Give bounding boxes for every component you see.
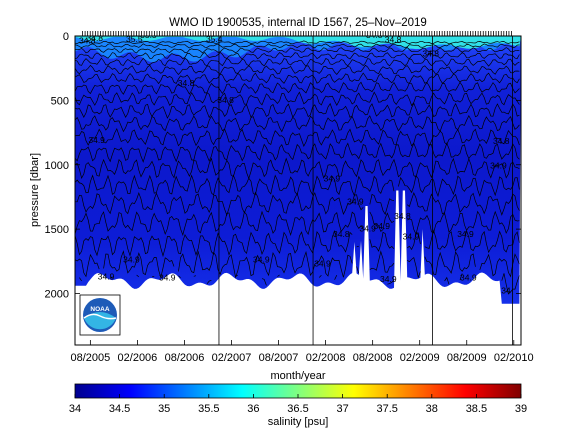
- contour-labels: 34.834.8 35.535.5 35.4 34.8 34.834.834.834.8…: [79, 30, 511, 296]
- contour-line: [75, 40, 520, 45]
- chart-title: WMO ID 1900535, internal ID 1567, 25–Nov…: [169, 17, 427, 29]
- y-tick-label: 2000: [45, 289, 69, 301]
- contour-line: [75, 115, 520, 133]
- contour-line: [75, 157, 520, 180]
- contour-label: 34.8: [86, 33, 103, 43]
- contour-label: 34.8: [79, 36, 96, 46]
- contour-line: [75, 57, 520, 67]
- contour-line: [75, 102, 520, 119]
- contour-line: [75, 91, 520, 107]
- contour-label: 34.9: [359, 224, 376, 234]
- noaa-logo: NOAA: [79, 294, 121, 336]
- logo-wave: [84, 312, 116, 330]
- contour-label: 34.8: [493, 136, 510, 146]
- plot-area: 34.834.8 35.535.5 35.4 34.8 34.834.834.834.8…: [45, 30, 534, 364]
- x-axis-label: month/year: [270, 370, 325, 382]
- colorbar-label: salinity [psu]: [268, 416, 329, 428]
- logo-bird: [83, 313, 117, 320]
- contour-label: 34.9: [457, 229, 474, 239]
- x-tick-label: 02/2009: [400, 352, 440, 364]
- contour-label: 34.8: [366, 30, 383, 40]
- x-tick-label: 08/2009: [447, 352, 487, 364]
- contour-label: 34.9: [123, 255, 140, 265]
- x-tick-label: 02/2008: [306, 352, 346, 364]
- colorbar-tick-label: 36: [247, 403, 259, 415]
- contour-label: 34.8: [178, 78, 195, 88]
- x-tick-label: 08/2008: [353, 352, 393, 364]
- contour-label: 34.8: [385, 34, 402, 44]
- contour-label: 35.5: [126, 34, 143, 44]
- colorbar-tick-label: 37.5: [376, 403, 397, 415]
- x-tick-label: 08/2007: [259, 352, 299, 364]
- x-tick-label: 08/2005: [70, 352, 110, 364]
- logo-text: NOAA: [90, 306, 109, 313]
- contour-line: [75, 128, 520, 147]
- x-tick-label: 02/2006: [118, 352, 158, 364]
- y-tick-label: 500: [51, 95, 69, 107]
- contour-line: [75, 142, 520, 163]
- contour-label: 34.9: [403, 231, 420, 241]
- contour-label: 34.8: [217, 95, 234, 105]
- contour-label: 34: [501, 286, 511, 296]
- contour-line: [75, 250, 520, 279]
- contour-line: [75, 174, 520, 198]
- contour-label: 34.8: [333, 229, 350, 239]
- contour-line: [79, 273, 520, 295]
- colorbar-tick-label: 37: [336, 403, 348, 415]
- colorbar: 34 34.5 35 35.5 36 36.5 37 37.5 38 38.5 39: [69, 383, 527, 415]
- contour-label: 34.8: [394, 211, 411, 221]
- contour-label: 34.9: [347, 197, 364, 207]
- contour-line: [75, 43, 520, 49]
- x-tick-label: 08/2006: [165, 352, 205, 364]
- colorbar-ticks: 34 34.5 35 35.5 36 36.5 37 37.5 38 38.5 39: [69, 394, 527, 415]
- contour-line: [75, 52, 520, 60]
- colorbar-tick-label: 39: [515, 403, 527, 415]
- colorbar-tick-label: 35: [158, 403, 170, 415]
- y-tick-label: 1000: [45, 160, 69, 172]
- contour-label: 34.9: [88, 135, 105, 145]
- x-tick-label: 02/2010: [494, 352, 534, 364]
- y-axis-label: pressure [dbar]: [29, 153, 41, 227]
- contour-label: 34.9: [98, 271, 115, 281]
- surface-high-salinity: [75, 36, 521, 50]
- contour-lines: [75, 36, 520, 345]
- y-tick-label: 0: [63, 31, 69, 43]
- contour-label: 34.9: [380, 274, 397, 284]
- contour-label: 34.9: [159, 273, 176, 283]
- colorbar-tick-label: 34.5: [109, 403, 130, 415]
- y-tick-label: 1500: [45, 224, 69, 236]
- contour-label: 34.9: [373, 221, 390, 231]
- colorbar-tick-label: 34: [69, 403, 81, 415]
- contour-label: 34.9: [324, 173, 341, 183]
- contour-label: 34.9: [460, 273, 477, 283]
- contour-label: 34.9: [490, 161, 507, 171]
- contour-label: 34.9: [253, 255, 270, 265]
- contour-label: 34.9: [314, 258, 331, 268]
- contour-line: [75, 81, 520, 95]
- colorbar-tick-label: 36.5: [287, 403, 308, 415]
- colorbar-tick-label: 35.5: [198, 403, 219, 415]
- colorbar-tick-label: 38: [426, 403, 438, 415]
- contour-line: [75, 72, 520, 85]
- profile-date-ticks: [82, 31, 512, 36]
- x-axis: 08/2005 02/2006 08/2006 02/2007 08/2007 02/20…: [70, 340, 534, 364]
- colorbar-tick-label: 38.5: [466, 403, 487, 415]
- contour-line: [75, 46, 520, 54]
- contour-label: 34.8: [422, 49, 439, 59]
- contour-label: 35.4: [206, 34, 223, 44]
- contour-label: 35.5: [140, 30, 157, 40]
- x-tick-label: 02/2007: [212, 352, 252, 364]
- y-axis: 0 500 1000 1500 2000: [45, 31, 521, 301]
- contour-line: [75, 64, 520, 76]
